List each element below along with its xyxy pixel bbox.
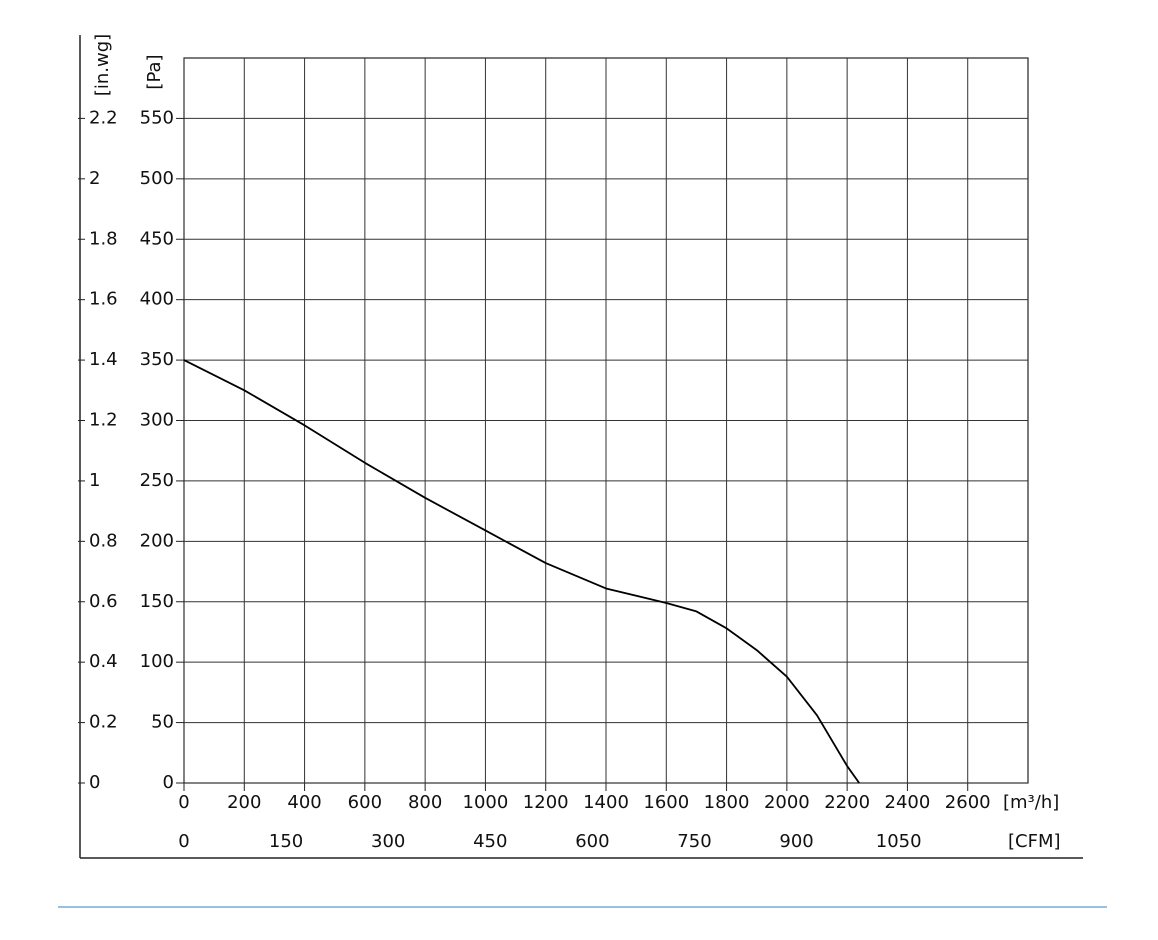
y2-tick-label: 0.2	[89, 712, 118, 733]
y-axis-label: [Pa]	[144, 54, 165, 89]
x-tick-label: 0	[178, 792, 189, 813]
y2-tick-label: 1.4	[89, 349, 118, 370]
x-tick-label: 1800	[704, 792, 750, 813]
x-tick-label: 2000	[764, 792, 810, 813]
y-tick-label: 550	[140, 107, 174, 128]
x-tick-label: 1600	[643, 792, 689, 813]
y2-tick-label: 2.2	[89, 107, 118, 128]
x-tick-label: 1200	[523, 792, 569, 813]
x2-tick-label: 150	[269, 831, 303, 852]
x-tick-label: 2600	[945, 792, 991, 813]
x-tick-label: 2200	[824, 792, 870, 813]
y-tick-label: 450	[140, 228, 174, 249]
x2-tick-label: 750	[677, 831, 711, 852]
x2-tick-label: 900	[779, 831, 813, 852]
y-tick-label: 300	[140, 410, 174, 431]
x2-tick-label: 600	[575, 831, 609, 852]
y-tick-label: 0	[163, 772, 174, 793]
curve	[183, 359, 860, 784]
x2-axis-label: [CFM]	[1008, 831, 1061, 852]
x-axis-label: [m³/h]	[1003, 792, 1059, 813]
y2-tick-label: 1	[89, 470, 100, 491]
y2-tick-label: 0.4	[89, 651, 118, 672]
y2-tick-label: 0.6	[89, 591, 118, 612]
x2-tick-label: 0	[178, 831, 189, 852]
x-tick-label: 2400	[885, 792, 931, 813]
x2-tick-label: 450	[473, 831, 507, 852]
y-tick-label: 250	[140, 470, 174, 491]
y-tick-label: 400	[140, 289, 174, 310]
x-tick-label: 400	[287, 792, 321, 813]
x-tick-label: 1000	[463, 792, 509, 813]
y2-tick-label: 1.6	[89, 289, 118, 310]
y-tick-label: 150	[140, 591, 174, 612]
y-tick-label: 350	[140, 349, 174, 370]
y2-tick-label: 1.8	[89, 228, 118, 249]
y-tick-label: 50	[151, 712, 174, 733]
y2-tick-label: 2	[89, 168, 100, 189]
x-tick-label: 800	[408, 792, 442, 813]
y2-tick-label: 0	[89, 772, 100, 793]
y-tick-label: 100	[140, 651, 174, 672]
x2-tick-label: 1050	[876, 831, 922, 852]
y2-tick-label: 1.2	[89, 410, 118, 431]
x-tick-label: 200	[227, 792, 261, 813]
y-tick-label: 500	[140, 168, 174, 189]
y2-tick-label: 0.8	[89, 530, 118, 551]
y2-axis-label: [in.wg]	[92, 34, 113, 96]
x-tick-label: 1400	[583, 792, 629, 813]
y-tick-label: 200	[140, 530, 174, 551]
x2-tick-label: 300	[371, 831, 405, 852]
x-tick-label: 600	[348, 792, 382, 813]
